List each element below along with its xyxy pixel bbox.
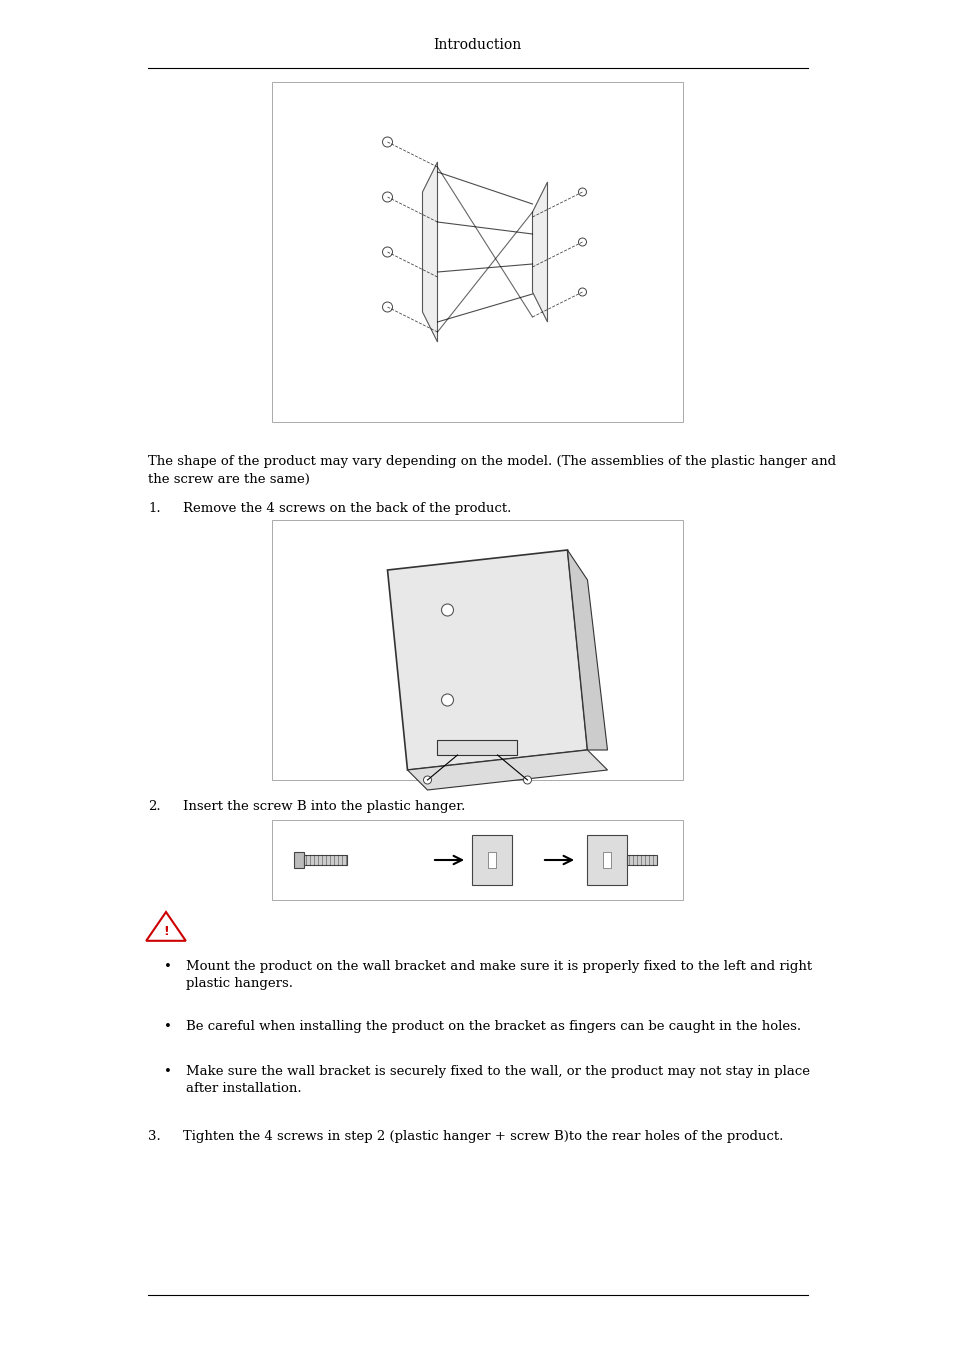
Text: 2.: 2. xyxy=(148,801,160,813)
Text: The shape of the product may vary depending on the model. (The assemblies of the: The shape of the product may vary depend… xyxy=(148,455,835,486)
Polygon shape xyxy=(567,549,607,751)
FancyBboxPatch shape xyxy=(488,852,496,868)
FancyBboxPatch shape xyxy=(294,852,304,868)
FancyBboxPatch shape xyxy=(272,82,682,423)
Polygon shape xyxy=(422,162,437,342)
Text: Be careful when installing the product on the bracket as fingers can be caught i: Be careful when installing the product o… xyxy=(186,1021,801,1033)
Circle shape xyxy=(441,694,453,706)
FancyBboxPatch shape xyxy=(472,836,512,886)
FancyBboxPatch shape xyxy=(602,852,610,868)
Text: Introduction: Introduction xyxy=(433,38,520,53)
Circle shape xyxy=(441,603,453,616)
Circle shape xyxy=(523,776,531,784)
Circle shape xyxy=(423,776,431,784)
FancyBboxPatch shape xyxy=(272,819,682,900)
Text: Make sure the wall bracket is securely fixed to the wall, or the product may not: Make sure the wall bracket is securely f… xyxy=(186,1065,809,1095)
Text: !: ! xyxy=(163,925,169,938)
Polygon shape xyxy=(146,913,186,941)
Circle shape xyxy=(578,288,586,296)
FancyBboxPatch shape xyxy=(272,520,682,780)
Circle shape xyxy=(382,247,392,256)
Polygon shape xyxy=(532,182,547,323)
Text: Mount the product on the wall bracket and make sure it is properly fixed to the : Mount the product on the wall bracket an… xyxy=(186,960,811,990)
Text: Remove the 4 screws on the back of the product.: Remove the 4 screws on the back of the p… xyxy=(183,502,511,514)
FancyBboxPatch shape xyxy=(626,855,657,865)
Circle shape xyxy=(382,136,392,147)
Text: Tighten the 4 screws in step 2 (plastic hanger + screw B)to the rear holes of th: Tighten the 4 screws in step 2 (plastic … xyxy=(183,1130,782,1143)
Polygon shape xyxy=(407,751,607,790)
FancyBboxPatch shape xyxy=(437,740,517,755)
Polygon shape xyxy=(387,549,587,769)
Text: 1.: 1. xyxy=(148,502,160,514)
Text: •: • xyxy=(164,960,172,973)
Circle shape xyxy=(578,238,586,246)
Text: •: • xyxy=(164,1021,172,1033)
Text: •: • xyxy=(164,1065,172,1079)
Circle shape xyxy=(382,192,392,202)
FancyBboxPatch shape xyxy=(304,855,347,865)
Text: Insert the screw B into the plastic hanger.: Insert the screw B into the plastic hang… xyxy=(183,801,465,813)
Circle shape xyxy=(578,188,586,196)
FancyBboxPatch shape xyxy=(586,836,626,886)
Text: 3.: 3. xyxy=(148,1130,161,1143)
Circle shape xyxy=(382,302,392,312)
